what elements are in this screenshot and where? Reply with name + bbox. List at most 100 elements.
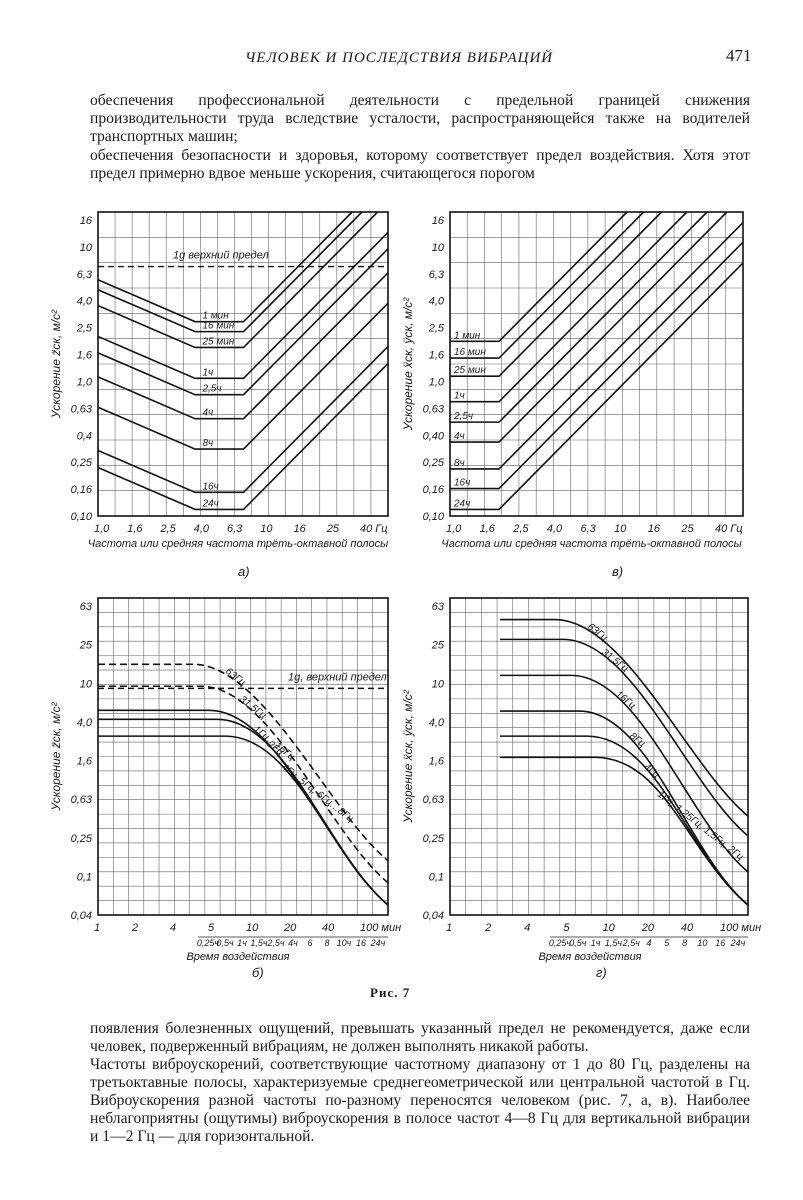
y-tick-label: 0,1 bbox=[429, 871, 444, 883]
series-line bbox=[98, 685, 389, 884]
x-tick-label: 16 bbox=[648, 523, 661, 535]
y-tick-label: 16 bbox=[432, 215, 445, 227]
x-tick-hours-label: 0,5ч bbox=[569, 938, 587, 948]
y-tick-label: 1,6 bbox=[77, 756, 93, 768]
y-tick-label: 0,04 bbox=[423, 910, 444, 922]
x-tick-hours-label: 1ч bbox=[237, 938, 247, 948]
series-label: 31,5Гц bbox=[237, 694, 268, 722]
paragraph-top-1: обеспечения профессиональной деятельност… bbox=[90, 92, 750, 145]
x-tick-label: 5 bbox=[563, 922, 570, 934]
y-tick-label: 4,0 bbox=[429, 717, 445, 729]
series-line bbox=[98, 735, 389, 906]
series-label: 2,5ч bbox=[453, 411, 473, 422]
x-tick-label: 4 bbox=[524, 922, 530, 934]
y-tick-label: 4,0 bbox=[77, 296, 93, 308]
y-tick-label: 0,25 bbox=[423, 833, 445, 845]
x-tick-label: 4,0 bbox=[194, 523, 210, 535]
panel-label: а) bbox=[238, 564, 250, 579]
x-tick-hours-label: 10 bbox=[697, 938, 707, 948]
y-tick-label: 0,04 bbox=[71, 910, 92, 922]
y-tick-label: 0,63 bbox=[423, 794, 445, 806]
series-label: 16ч bbox=[454, 478, 470, 489]
x-tick-hours-label: 8 bbox=[682, 938, 687, 948]
y-tick-label: 10 bbox=[432, 242, 445, 254]
x-tick-label: 10 bbox=[260, 523, 273, 535]
paragraph-bottom-1: появления болезненных ощущений, превышат… bbox=[90, 1020, 750, 1055]
x-tick-hours-label: 0,25ч bbox=[549, 938, 572, 948]
series-label: 16Гц bbox=[613, 689, 638, 712]
x-tick-hours-label: 8 bbox=[324, 938, 329, 948]
y-tick-label: 63 bbox=[432, 601, 445, 613]
series-line bbox=[97, 272, 389, 420]
y-tick-label: 0,4 bbox=[77, 430, 92, 442]
x-axis-label: Время воздействия bbox=[186, 951, 289, 963]
x-tick-hours-label: 5 bbox=[664, 938, 670, 948]
limit-line-label: 1g верхний предел bbox=[173, 250, 269, 262]
series-line bbox=[97, 231, 389, 380]
y-tick-label: 0,63 bbox=[423, 403, 445, 415]
x-tick-label: 10 bbox=[603, 922, 616, 934]
series-line bbox=[450, 211, 728, 443]
series-line bbox=[97, 211, 353, 323]
x-tick-hours-label: 4 bbox=[646, 938, 651, 948]
series-line bbox=[98, 663, 389, 862]
series-line bbox=[97, 362, 389, 511]
series-line bbox=[450, 211, 688, 403]
x-tick-hours-label: 24ч bbox=[730, 938, 746, 948]
x-tick-hours-label: 4ч bbox=[288, 938, 298, 948]
x-tick-label: 1 bbox=[446, 922, 452, 934]
paragraph-top-2: обеспечения безопасности и здоровья, кот… bbox=[90, 147, 750, 182]
x-tick-label: 40 Гц bbox=[715, 523, 743, 535]
plot-frame bbox=[449, 211, 744, 517]
x-tick-label: 6,3 bbox=[227, 523, 243, 535]
panel-label: б) bbox=[252, 965, 264, 980]
series-line bbox=[97, 248, 389, 396]
series-line bbox=[97, 211, 363, 333]
x-tick-label: 1 bbox=[94, 922, 100, 934]
x-tick-hours-label: 1ч bbox=[591, 938, 601, 948]
x-tick-label: 2,5 bbox=[160, 523, 177, 535]
x-tick-label: 6,3 bbox=[581, 523, 597, 535]
x-tick-label: 10 bbox=[246, 922, 259, 934]
y-tick-label: 2,5 bbox=[76, 323, 93, 335]
series-line bbox=[500, 710, 749, 906]
y-tick-label: 0,25 bbox=[71, 833, 93, 845]
series-label: 8ч bbox=[454, 458, 465, 469]
series-line bbox=[500, 638, 749, 837]
series-line bbox=[450, 211, 645, 359]
y-tick-label: 1,0 bbox=[429, 376, 445, 388]
series-label: 1 мин bbox=[202, 311, 229, 322]
y-axis-label: Ускорение z̈ск, м/с² bbox=[49, 309, 63, 419]
series-label: 2,5ч bbox=[201, 384, 221, 395]
x-tick-label: 25 bbox=[326, 523, 340, 535]
y-tick-label: 6,3 bbox=[429, 269, 445, 281]
x-tick-hours-label: 24ч bbox=[370, 938, 386, 948]
y-tick-label: 0,10 bbox=[423, 511, 445, 523]
x-tick-label: 4 bbox=[170, 922, 176, 934]
x-tick-label: 5 bbox=[208, 922, 215, 934]
series-line bbox=[450, 211, 708, 423]
x-tick-label: 2 bbox=[484, 922, 491, 934]
y-tick-label: 0,40 bbox=[423, 430, 445, 442]
y-tick-label: 4,0 bbox=[77, 717, 93, 729]
x-tick-label: 40 Гц bbox=[360, 523, 388, 535]
series-label: 25 мин bbox=[201, 336, 234, 347]
series-label: 24ч bbox=[201, 498, 218, 509]
y-tick-label: 0,25 bbox=[423, 457, 445, 469]
y-tick-label: 10 bbox=[80, 678, 93, 690]
y-tick-label: 10 bbox=[80, 242, 93, 254]
x-tick-label: 25 bbox=[680, 523, 694, 535]
y-tick-label: 10 bbox=[432, 678, 445, 690]
series-line bbox=[450, 241, 744, 490]
series-line bbox=[500, 756, 749, 906]
y-tick-label: 16 bbox=[80, 215, 93, 227]
y-tick-label: 1,6 bbox=[429, 756, 445, 768]
x-tick-label: 100 мин bbox=[720, 922, 761, 934]
figure-caption: Рис. 7 bbox=[370, 985, 411, 1000]
x-axis-label: Время воздействия bbox=[538, 951, 641, 963]
y-tick-label: 0,10 bbox=[71, 511, 93, 523]
series-line bbox=[450, 211, 663, 377]
x-tick-label: 1,0 bbox=[94, 523, 110, 535]
x-tick-hours-label: 10ч bbox=[337, 938, 352, 948]
